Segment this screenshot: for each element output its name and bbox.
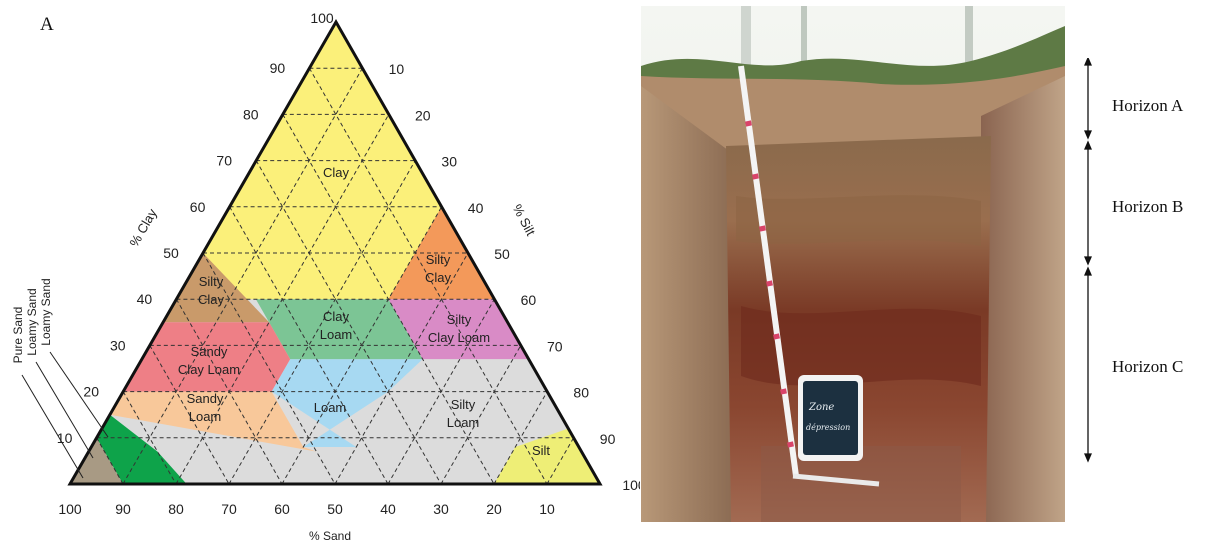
- region-sandy-clay: [163, 253, 270, 323]
- side-label-pure-sand: Pure Sand: [11, 307, 25, 364]
- region-label-loam: Loam: [314, 400, 347, 415]
- region-silt-loam: [356, 359, 569, 448]
- left-axis-tick: 90: [270, 60, 286, 76]
- horizon-c-label: Horizon C: [1112, 357, 1184, 376]
- grid-line: [122, 67, 363, 484]
- horizon-b-label: Horizon B: [1112, 197, 1184, 216]
- region-loam: [271, 359, 423, 448]
- region-label-sandy-clay-loam: Sandy: [191, 344, 228, 359]
- region-label-silty-clay: Silty: [426, 252, 451, 267]
- triangle-outline: [67, 18, 603, 486]
- region-loamy-sand: [96, 414, 187, 484]
- bottom-axis-tick: 50: [327, 501, 343, 517]
- region-clay-loam: [255, 299, 423, 360]
- right-axis-tick: 70: [547, 338, 563, 354]
- soil-texture-triangle: Clay Silty Clay Silty Clay Clay Loam Silty Clay …: [11, 10, 640, 543]
- bottom-axis-tick: 100: [58, 501, 82, 517]
- region-label-silty-clay-loam: Silty: [447, 312, 472, 327]
- left-axis-tick: 80: [243, 106, 259, 122]
- left-axis-tick: 100: [310, 10, 334, 26]
- left-axis-tick: 40: [137, 291, 153, 307]
- right-axis-tick: 100: [622, 477, 640, 493]
- region-label-sandy-loam: Loam: [189, 409, 222, 424]
- grid-line: [308, 67, 548, 484]
- bottom-axis-tick: 70: [221, 501, 237, 517]
- side-label-loamy-sand: Loamy Sand: [25, 288, 39, 355]
- slate-line-2: dépression: [806, 423, 850, 432]
- region-label-silt: Silt: [532, 443, 550, 458]
- region-sandy-loam: [109, 391, 317, 452]
- bottom-axis-tick: 90: [115, 501, 131, 517]
- grid-line: [334, 252, 469, 484]
- grid-line: [387, 298, 495, 484]
- left-axis-tick: 60: [190, 199, 206, 215]
- right-axis-tick: 40: [468, 200, 484, 216]
- grid-line: [96, 437, 124, 484]
- grid-line: [255, 160, 442, 484]
- region-label-clay-loam: Loam: [320, 327, 353, 342]
- region-label-clay-loam: Clay: [323, 309, 350, 324]
- grid-line: [202, 252, 336, 484]
- right-axis-tick: 20: [415, 107, 431, 123]
- right-axis-tick: 30: [441, 154, 457, 170]
- bottom-axis-tick: 30: [433, 501, 449, 517]
- region-label-silty-clay: Clay: [425, 270, 452, 285]
- region-silty-clay-loam: [388, 299, 529, 360]
- grid-line: [175, 298, 283, 484]
- region-sandy-clay-loam: [123, 322, 291, 392]
- horizon-arrows: [1084, 58, 1092, 463]
- grid-line: [440, 345, 522, 484]
- region-label-sandy-clay-loam: Clay Loam: [178, 362, 240, 377]
- right-axis-tick: 50: [494, 246, 510, 262]
- bottom-axis-tick: 80: [168, 501, 184, 517]
- grid-line: [229, 206, 389, 484]
- side-label-loamy-sand: Loamy Sand: [39, 278, 53, 345]
- silt-axis-title: % Silt: [510, 202, 539, 239]
- side-label-leader: [49, 351, 109, 438]
- grid-line: [546, 437, 575, 484]
- grid-line: [149, 345, 230, 484]
- left-axis-tick: 50: [163, 245, 179, 261]
- right-axis-tick: 60: [521, 292, 537, 308]
- region-label-silty-clay-loam: Clay Loam: [428, 330, 490, 345]
- side-label-leader: [21, 374, 84, 479]
- region-label-silt-loam: Silty: [451, 397, 476, 412]
- panel-a-label: A: [40, 14, 54, 35]
- region-silt: [494, 428, 600, 484]
- region-label-sandy-loam: Sandy: [187, 391, 224, 406]
- bottom-axis-tick: 10: [539, 501, 555, 517]
- grid-line: [493, 391, 548, 484]
- region-label-sandy-clay: Silty: [199, 274, 224, 289]
- sand-axis-title: % Sand: [309, 529, 351, 543]
- region-label-sandy-clay: Clay: [198, 292, 225, 307]
- left-axis-tick: 10: [57, 430, 73, 446]
- left-axis-tick: 30: [110, 337, 126, 353]
- region-label-clay: Clay: [323, 165, 350, 180]
- right-axis-tick: 80: [573, 385, 589, 401]
- slate-board: [803, 381, 858, 455]
- left-axis-tick: 70: [216, 153, 232, 169]
- slate-line-1: Zone: [808, 402, 834, 413]
- bottom-axis-tick: 40: [380, 501, 396, 517]
- region-label-silt-loam: Loam: [447, 415, 480, 430]
- grid-line: [228, 160, 416, 484]
- clay-axis-title: % Clay: [126, 206, 160, 250]
- horizon-a-label: Horizon A: [1112, 96, 1184, 115]
- region-sand: [70, 437, 123, 484]
- left-axis-tick: 20: [83, 384, 99, 400]
- side-label-leader: [35, 361, 94, 459]
- soil-profile-photo: Zone dépression: [641, 6, 1065, 522]
- bottom-axis-tick: 60: [274, 501, 290, 517]
- right-axis-tick: 90: [600, 431, 616, 447]
- grid-line: [122, 391, 177, 484]
- bottom-axis-tick: 20: [486, 501, 502, 517]
- right-axis-tick: 10: [389, 61, 405, 77]
